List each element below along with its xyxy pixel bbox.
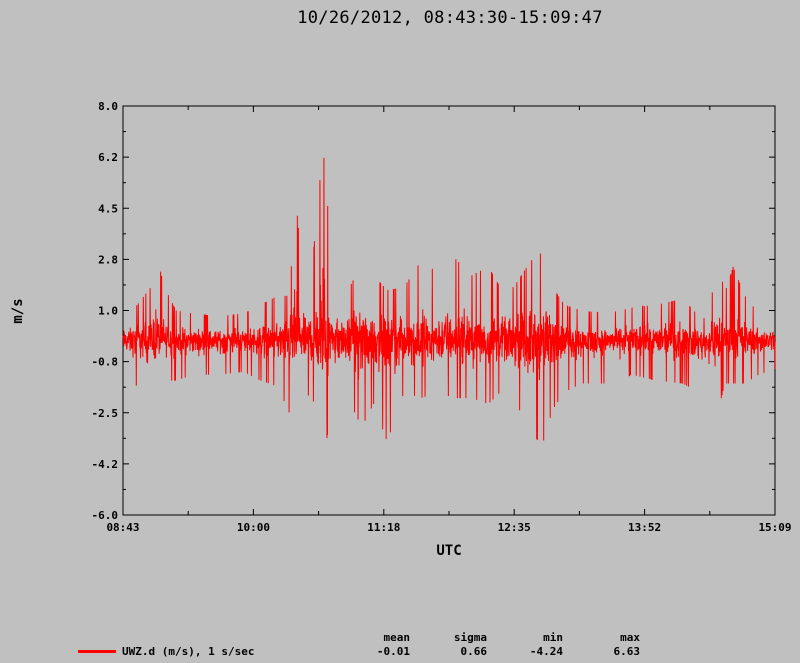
- y-tick-label: 4.5: [98, 202, 118, 215]
- stat-header-mean: mean: [383, 631, 411, 644]
- legend: UWZ.d (m/s), 1 s/sec mean sigma min max …: [0, 630, 800, 663]
- chart-title: 10/26/2012, 08:43:30-15:09:47: [297, 8, 603, 28]
- x-axis: 08:43 10:00 11:18 12:35 13:52 15:09: [106, 106, 792, 534]
- y-tick-label: -4.2: [92, 458, 119, 471]
- trace-line: [122, 157, 776, 441]
- trace-group: [122, 157, 776, 441]
- stat-header-sigma: sigma: [453, 631, 487, 644]
- stat-value-min: -4.24: [529, 645, 563, 658]
- x-axis-label: UTC: [436, 543, 461, 559]
- y-tick-label: 1.0: [98, 305, 118, 318]
- stat-value-max: 6.63: [613, 645, 641, 658]
- y-tick-label: -2.5: [92, 407, 119, 420]
- stat-value-sigma: 0.66: [460, 645, 488, 658]
- y-tick-label: 6.2: [98, 151, 118, 164]
- stat-value-mean: -0.01: [376, 645, 410, 658]
- x-tick-label: 13:52: [628, 521, 661, 534]
- y-tick-label: -0.8: [92, 356, 119, 369]
- stat-header-min: min: [543, 631, 563, 644]
- x-tick-label: 12:35: [498, 521, 531, 534]
- plot-frame: [122, 105, 776, 516]
- y-axis: 8.0 6.2 4.5 2.8 1.0 -0.8 -2.5 -4.2 -6.0: [92, 100, 775, 522]
- legend-entry-label: UWZ.d (m/s), 1 s/sec: [122, 645, 255, 658]
- legend-trace-swatch: [78, 650, 116, 653]
- x-tick-label: 11:18: [367, 521, 400, 534]
- y-tick-label: -6.0: [92, 509, 119, 522]
- stat-header-max: max: [620, 631, 640, 644]
- x-tick-label: 15:09: [758, 521, 791, 534]
- y-axis-label: m/s: [10, 298, 26, 323]
- x-tick-label: 08:43: [106, 521, 139, 534]
- y-tick-label: 2.8: [98, 253, 118, 266]
- x-tick-label: 10:00: [237, 521, 270, 534]
- y-tick-label: 8.0: [98, 100, 118, 113]
